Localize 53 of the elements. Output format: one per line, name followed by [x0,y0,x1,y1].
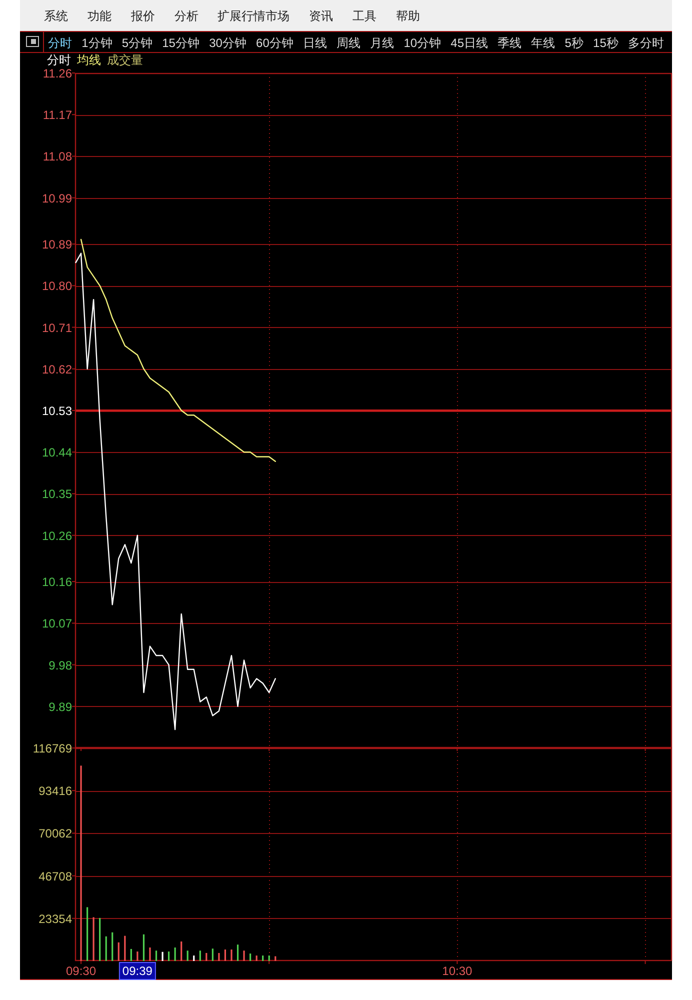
text: 月线 [370,36,394,50]
text: 60分钟 [256,36,294,50]
y-tick-label: 9.89 [48,700,72,714]
text: 扩展行情市场 [218,9,290,23]
text: 年线 [531,36,556,50]
y-tick-label: 10.71 [42,320,72,335]
text: 资讯 [309,9,334,23]
y-tick-label: 10.80 [42,279,72,294]
text: 均线 [76,53,101,67]
y-tick-label: 9.98 [48,658,72,672]
y-tick-label: 10.99 [42,191,72,206]
y-tick-label: 70062 [38,826,72,841]
y-tick-label: 11.26 [42,66,72,80]
y-tick-label: 10.62 [42,362,72,376]
y-tick-label: 11.17 [42,108,72,122]
y-tick-label: 93416 [38,784,72,798]
text: 15分钟 [162,36,200,50]
text: 1分钟 [82,36,112,50]
text: 15秒 [593,36,618,50]
text: 功能 [87,9,112,23]
line-series [80,238,276,462]
y-tick-label: 10.53 [42,404,72,418]
y-tick-label: 10.07 [42,616,72,631]
y-tick-label: 10.89 [42,238,72,252]
text: 10分钟 [404,36,442,50]
text: 系统 [44,9,68,23]
text: 5分钟 [122,36,153,50]
text: 分析 [174,9,198,23]
x-tick-label: 10:30 [442,964,473,978]
y-tick-label: 46708 [38,869,72,884]
text: 5秒 [564,36,584,50]
text: 周线 [336,36,361,50]
annotation: 09:39 [122,964,153,978]
y-tick-label: 10.35 [42,487,72,502]
line-series [75,252,276,730]
text: 分时 [47,53,71,67]
y-tick-label: 116769 [32,742,72,756]
text: 日线 [302,36,327,50]
text: 45日线 [450,36,488,50]
y-tick-label: 10.26 [42,528,72,543]
y-tick-label: 10.16 [42,575,72,590]
y-tick-label: 23354 [38,912,72,926]
text: 报价 [130,9,155,23]
text: 季线 [498,36,522,50]
text: 30分钟 [209,36,246,50]
y-tick-label: 11.08 [42,150,72,164]
x-tick-label: 09:30 [66,964,96,978]
text: 帮助 [396,9,420,23]
text: 分时 [48,36,72,50]
text: 成交量 [107,53,143,67]
text: 多分时 [628,36,664,50]
text: 工具 [352,9,377,23]
y-tick-label: 10.44 [42,446,72,460]
